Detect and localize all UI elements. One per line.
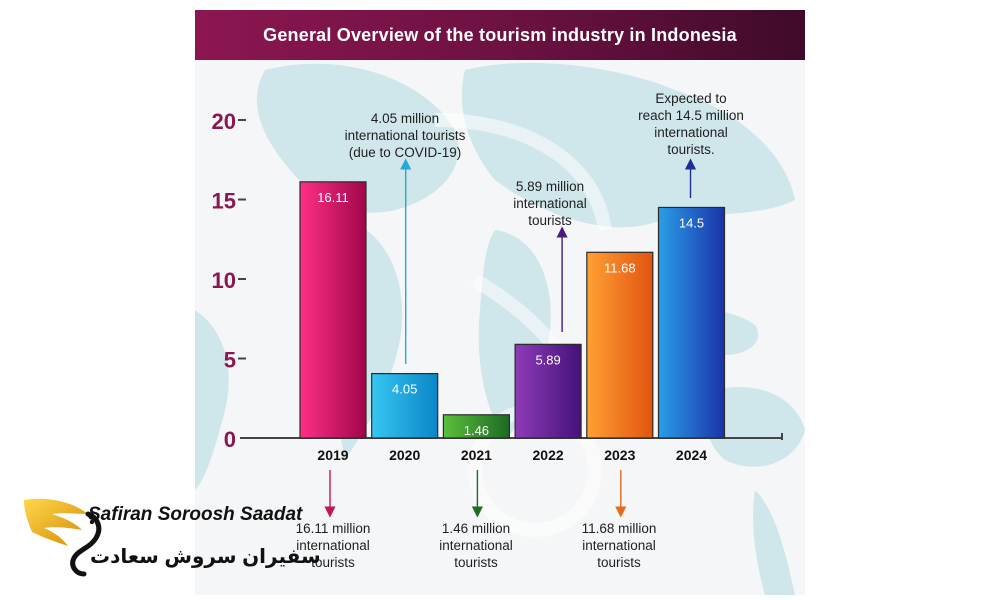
golden-eagle-wing-icon [24,498,102,577]
bar-2023 [586,251,654,439]
annotation-2021-line-2: international [439,538,513,553]
annotation-2022-line-3: tourists [528,213,572,228]
annotation-2023-line-3: tourists [597,555,641,570]
annotation-2019-line-2: international [296,538,370,553]
annotation-2021-line-1: 1.46 million [441,521,511,536]
x-tick-label-2019: 2019 [317,447,348,463]
y-tick-label-10: 10 [212,268,236,293]
y-tick-label-15: 15 [212,189,236,214]
annotation-2024-line-2: reach 14.5 million [638,108,744,123]
annotation-2024: Expected to reach 14.5 million internati… [616,90,766,158]
x-tick-label-2022: 2022 [533,447,564,463]
title-banner: General Overview of the tourism industry… [195,10,805,60]
bar-2024 [657,206,726,439]
annotation-2020-line-2: international tourists [344,128,466,143]
annotation-2024-line-1: Expected to [655,91,727,106]
y-tick-label-5: 5 [224,348,236,373]
data-label-2022: 5.89 [535,352,560,367]
annotation-2023: 11.68 million international tourists [559,520,679,571]
x-tick-label-2020: 2020 [389,447,420,463]
annotation-2023-line-2: international [582,538,656,553]
x-tick-label-2023: 2023 [604,447,635,463]
brand-name-persian: سفیران سروش سعادت [90,546,321,568]
annotation-2022-line-2: international [513,196,587,211]
annotation-2019-line-1: 16.11 million [295,521,371,536]
annotation-2024-line-4: tourists. [667,142,715,157]
bar-2021 [442,414,510,439]
annotation-2019: 16.11 million international tourists [273,520,393,571]
x-tick-label-2024: 2024 [676,447,707,463]
data-label-2021: 1.46 [464,423,489,438]
annotation-2020-line-3: (due to COVID-19) [348,145,462,160]
chart-title: General Overview of the tourism industry… [263,24,737,45]
data-label-2020: 4.05 [392,382,417,397]
bar-2020 [371,373,439,439]
y-tick-label-20: 20 [212,109,236,134]
annotation-2019-line-3: tourists [311,555,355,570]
data-label-2024: 14.5 [679,215,704,230]
annotation-2024-line-3: international [654,125,728,140]
brand-name-english: Safiran Soroosh Saadat [88,504,303,525]
data-label-2023: 11.68 [604,260,636,275]
annotation-2020: 4.05 million international tourists (due… [315,110,495,161]
bar-2019 [299,181,367,439]
annotation-2021: 1.46 million international tourists [416,520,536,571]
data-label-2019: 16.11 [317,190,349,205]
y-tick-label-0: 0 [224,427,236,452]
annotation-2023-line-1: 11.68 million [581,521,657,536]
annotation-2022-line-1: 5.89 million [515,179,585,194]
annotation-2020-line-1: 4.05 million [370,111,440,126]
annotation-2021-line-3: tourists [454,555,498,570]
x-tick-label-2021: 2021 [461,447,492,463]
bar-2022 [514,343,582,439]
brand-logo: Safiran Soroosh Saadat سفیران سروش سعادت [18,492,321,582]
annotation-2022: 5.89 million international tourists [480,178,620,229]
